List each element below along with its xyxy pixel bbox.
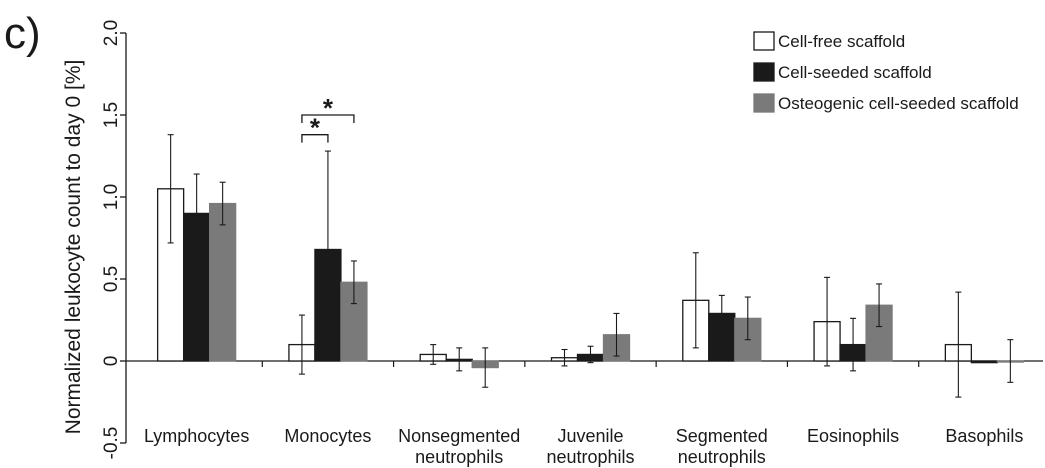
significance-annotations: ** bbox=[301, 93, 355, 143]
legend-swatch bbox=[753, 93, 775, 113]
category-label: Juvenile neutrophils bbox=[546, 426, 634, 467]
y-tick-label: -0.5 bbox=[101, 427, 122, 460]
category-label: Lymphocytes bbox=[144, 426, 249, 446]
y-tick-label: 1.0 bbox=[101, 184, 122, 210]
y-tick-label: 0 bbox=[101, 356, 122, 367]
significance-star: * bbox=[310, 113, 321, 143]
panel-label: c) bbox=[4, 9, 41, 58]
category-label: Eosinophils bbox=[807, 426, 899, 446]
legend-label: Cell-seeded scaffold bbox=[778, 63, 932, 82]
category-label: Monocytes bbox=[284, 426, 371, 446]
legend-swatch bbox=[753, 31, 775, 51]
category-label: Segmented neutrophils bbox=[676, 426, 768, 467]
bar bbox=[970, 360, 999, 364]
axes: -0.5 0 0.5 1.0 1.5 2.0 Lymphocytes Monocytes Non… bbox=[101, 20, 1043, 467]
category-label: Basophils bbox=[945, 426, 1023, 446]
legend: Cell-free scaffold Cell-seeded scaffold Os… bbox=[753, 31, 1019, 113]
y-tick-label: 2.0 bbox=[101, 20, 122, 46]
legend-label: Cell-free scaffold bbox=[778, 32, 905, 51]
significance-bracket bbox=[301, 134, 329, 143]
significance-bracket bbox=[301, 114, 355, 123]
y-tick-label: 1.5 bbox=[101, 102, 122, 128]
y-tick-label: 0.5 bbox=[101, 266, 122, 292]
error-bars bbox=[167, 134, 1014, 398]
bars bbox=[156, 188, 1025, 369]
category-label: Nonsegmented neutrophils bbox=[398, 426, 520, 467]
significance-star: * bbox=[323, 93, 334, 123]
bar bbox=[208, 202, 237, 362]
legend-label: Osteogenic cell-seeded scaffold bbox=[778, 94, 1019, 113]
legend-swatch bbox=[753, 62, 775, 82]
y-axis-label: Normalized leukocyte count to day 0 [%] bbox=[62, 60, 85, 435]
